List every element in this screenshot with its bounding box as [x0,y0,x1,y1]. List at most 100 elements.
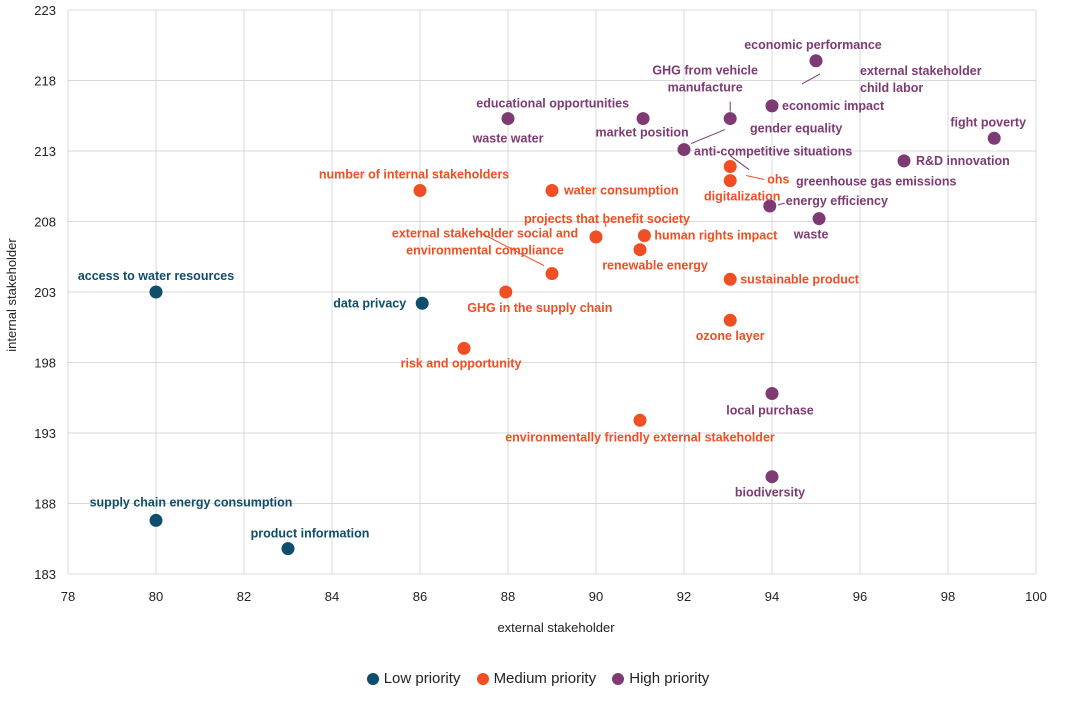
x-tick-label: 98 [941,589,955,604]
label-connector [729,155,750,170]
data-point [677,143,691,157]
point-label-line: energy efficiency [786,194,888,208]
point-label-line: fight poverty [950,115,1026,129]
point-label: educational opportunities [476,97,629,111]
point-label: market position [596,126,689,140]
point-label-line: environmentally friendly external stakeh… [505,430,775,444]
point-label-line: gender equality [750,122,842,136]
point-label: supply chain energy consumption [90,495,293,509]
label-connector [481,233,545,267]
point-label: local purchase [726,404,814,418]
point-label: waste [793,228,829,242]
label-connector [603,218,607,228]
point-label: anti-competitive situations [694,145,852,159]
point-label-line: supply chain energy consumption [90,495,293,509]
point-label: GHG in the supply chain [467,301,612,315]
point-label-line: digitalization [704,190,780,204]
point-label: external stakeholder social and environme… [392,227,578,258]
x-tick-label: 90 [589,589,603,604]
legend-label: Medium priority [493,670,597,687]
point-label: access to water resources [78,269,234,283]
point-label-line: biodiversity [735,486,805,500]
label-connector [746,175,765,180]
point-label-line: environmental compliance [406,244,564,258]
x-tick-label: 100 [1025,589,1047,604]
point-label: economic impact [782,99,885,113]
point-label: economic performance [744,38,882,52]
label-connector [801,73,821,85]
point-label: gender equality [750,122,842,136]
point-label: digitalization [704,190,780,204]
point-label-line: waste water [472,132,544,146]
point-label-line: GHG in the supply chain [467,301,612,315]
y-tick-label: 208 [34,215,56,230]
x-tick-label: 86 [413,589,427,604]
data-point [149,513,163,527]
point-label-line: ozone layer [696,329,765,343]
point-label-line: data privacy [333,296,406,310]
data-point [723,112,737,126]
point-label-line: sustainable product [740,272,860,286]
point-label-line: manufacture [668,81,743,95]
point-label: biodiversity [735,486,805,500]
data-point [637,229,651,243]
x-axis-label: external stakeholder [497,620,615,635]
data-point [765,99,779,113]
point-label: risk and opportunity [401,356,522,370]
point-label-line: educational opportunities [476,97,629,111]
point-label: energy efficiency [786,194,888,208]
data-point [812,212,826,226]
y-tick-label: 183 [34,567,56,582]
point-label-line: human rights impact [654,229,778,243]
data-point [457,341,471,355]
data-point [501,112,515,126]
point-label-line: external stakeholder social and [392,227,578,241]
y-tick-label: 218 [34,74,56,89]
y-tick-label: 213 [34,144,56,159]
x-tick-label: 84 [325,589,339,604]
point-label: ozone layer [696,329,765,343]
y-tick-label: 203 [34,285,56,300]
x-tick-label: 88 [501,589,515,604]
point-label: water consumption [563,183,679,197]
data-point [765,470,779,484]
point-label-line: economic performance [744,38,882,52]
point-label-line: market position [596,126,689,140]
point-label-line: economic impact [782,99,885,113]
y-axis-label: internal stakeholder [4,238,19,352]
label-connector [690,129,726,145]
data-point [809,54,823,68]
label-connector [777,202,785,206]
point-label: number of internal stakeholders [319,167,509,181]
point-label-line: anti-competitive situations [694,145,852,159]
data-point [765,387,779,401]
point-label: renewable energy [602,259,708,273]
y-tick-label: 223 [34,3,56,18]
x-tick-label: 80 [149,589,163,604]
point-label-line: renewable energy [602,259,708,273]
point-label-line: projects that benefit society [524,212,690,226]
point-label: human rights impact [654,229,778,243]
legend-label: Low priority [383,670,461,687]
point-label: ohs [767,173,789,187]
data-point [633,413,647,427]
data-point [723,160,737,174]
legend-dot-icon [612,672,625,685]
axis-ticks: 78 80 82 84 86 88 90 92 94 96 98 100 183 188 193 198 203… [34,3,1047,604]
data-point [987,131,1001,145]
point-label: data privacy [333,296,406,310]
legend-item-low: Low priority [366,670,461,687]
legend-dot-icon [366,672,379,685]
data-point [281,542,295,556]
point-label-line: water consumption [563,183,679,197]
data-point [545,267,559,281]
x-tick-label: 78 [61,589,75,604]
data-point [723,272,737,286]
point-label: environmentally friendly external stakeh… [505,430,775,444]
y-tick-label: 188 [34,497,56,512]
point-label-line: R&D innovation [916,154,1010,168]
point-label-line: GHG from vehicle [652,64,758,78]
x-tick-label: 96 [853,589,867,604]
point-label: projects that benefit society [524,212,690,226]
point-label-line: local purchase [726,404,814,418]
